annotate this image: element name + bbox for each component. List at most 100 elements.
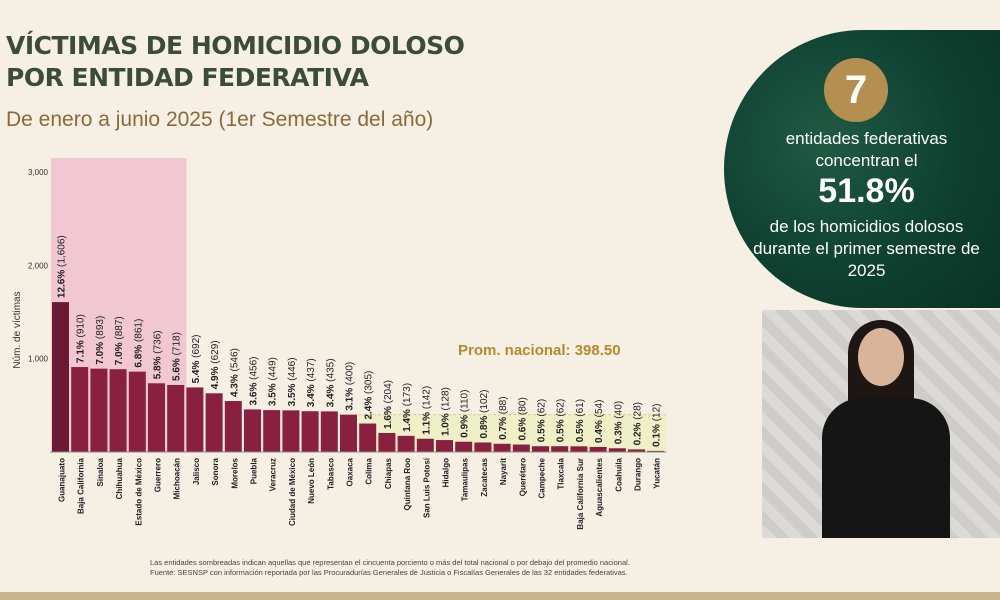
bar-value-label: 0.6% (80) (517, 397, 528, 440)
x-tick-label: Sonora (211, 457, 220, 485)
x-tick-label: Tlaxcala (557, 457, 566, 489)
bar-value-label: 0.3% (40) (613, 401, 624, 444)
bar (647, 450, 665, 452)
bar-value-label: 12.6% (1,606) (57, 235, 68, 298)
summary-count-badge: 7 (824, 58, 888, 122)
bar (512, 444, 530, 452)
y-tick-label: 1,000 (28, 355, 49, 364)
x-tick-label: Chihuahua (115, 457, 124, 499)
bar-value-label: 1.1% (142) (421, 386, 432, 435)
bottom-decorative-strip (0, 592, 1000, 600)
x-tick-label: Guerrero (154, 458, 163, 492)
bar (52, 302, 69, 452)
bar (551, 446, 569, 452)
bar-value-label: 4.9% (629) (210, 340, 221, 389)
x-tick-label: Nuevo León (307, 458, 316, 504)
x-tick-label: Oaxaca (346, 457, 355, 486)
bar (205, 393, 223, 452)
x-tick-label: Yucatán (653, 458, 662, 489)
bar-value-label: 0.2% (28) (633, 402, 644, 445)
x-tick-label: Quintana Roo (403, 458, 412, 511)
x-tick-label: Morelos (230, 457, 239, 488)
footnote-shading: Las entidades sombreadas indican aquella… (150, 558, 630, 567)
bar-value-label: 5.6% (718) (172, 332, 183, 381)
bar-value-label: 6.8% (861) (133, 319, 144, 368)
bar-value-label: 0.8% (102) (479, 390, 490, 439)
bar (397, 435, 415, 452)
x-tick-label: Aguascalientes (595, 457, 604, 516)
chart-title-line-1: VÍCTIMAS DE HOMICIDIO DOLOSO (6, 31, 465, 60)
bar-value-label: 3.6% (456) (249, 357, 260, 406)
x-tick-label: Michoacán (173, 458, 182, 499)
interpreter-body (822, 398, 950, 538)
bar-value-label: 1.0% (128) (441, 387, 452, 436)
bar (71, 367, 89, 452)
bar (340, 414, 357, 452)
bar-value-label: 7.0% (893) (95, 316, 106, 365)
x-tick-label: Tabasco (326, 458, 335, 490)
bar (282, 410, 300, 452)
y-tick-label: 2,000 (28, 261, 49, 270)
bar-value-label: 3.5% (449) (268, 357, 279, 406)
bar (532, 446, 549, 452)
bar (570, 446, 588, 452)
bar-value-label: 7.0% (887) (114, 316, 125, 365)
bar (263, 410, 281, 452)
x-tick-label: Guanajuato (58, 458, 67, 502)
footnote-source: Fuente: SESNSP con información reportada… (150, 568, 628, 577)
x-tick-label: Chiapas (384, 457, 393, 489)
bar (436, 440, 453, 452)
bar (416, 438, 434, 452)
bar (320, 411, 338, 452)
bar-value-label: 3.4% (437) (306, 358, 317, 407)
bar-value-label: 0.4% (54) (594, 400, 605, 443)
x-tick-label: Puebla (250, 457, 259, 484)
x-tick-label: Sinaloa (96, 457, 105, 486)
bar (167, 384, 185, 452)
bar-value-label: 5.4% (692) (191, 334, 202, 383)
interpreter-head (858, 328, 904, 386)
x-tick-label: Veracruz (269, 458, 278, 491)
bar (244, 409, 261, 452)
bar-value-label: 0.5% (62) (537, 399, 548, 442)
summary-percentage: 51.8% (818, 172, 915, 210)
footnote: Las entidades sombreadas indican aquella… (150, 558, 710, 578)
bar-value-label: 3.5% (446) (287, 357, 298, 406)
sign-language-interpreter-video (762, 310, 1000, 538)
bar (455, 441, 473, 452)
bar-value-label: 2.4% (305) (364, 371, 375, 420)
bar (628, 449, 645, 452)
bar (109, 369, 127, 452)
bar-value-label: 5.8% (736) (153, 330, 164, 379)
bar (90, 368, 108, 452)
x-tick-label: Jalisco (192, 458, 201, 485)
x-tick-label: Zacatecas (480, 457, 489, 496)
summary-card: 7 entidades federativas concentran el 51… (724, 30, 1000, 308)
x-tick-label: Durango (634, 458, 643, 491)
bar-value-label: 3.1% (400) (345, 362, 356, 411)
bar (378, 432, 396, 452)
x-tick-label: Baja California Sur (576, 458, 585, 530)
bar (359, 423, 377, 452)
x-tick-label: Querétaro (518, 458, 527, 496)
bar (186, 387, 204, 452)
x-tick-label: Tamaulipas (461, 457, 470, 501)
x-tick-label: Nayarit (499, 458, 508, 485)
bar (589, 446, 607, 452)
bar-value-label: 0.7% (88) (498, 396, 509, 439)
x-tick-label: Ciudad de México (288, 458, 297, 526)
bar-value-label: 1.6% (204) (383, 380, 394, 429)
bar-value-label: 4.3% (546) (229, 348, 240, 397)
bar-value-label: 1.4% (173) (402, 383, 413, 432)
bar (224, 401, 242, 452)
bar-value-label: 0.5% (62) (556, 399, 567, 442)
y-tick-label: 3,000 (28, 168, 49, 177)
bar-value-label: 0.5% (61) (575, 399, 586, 442)
x-tick-label: Hidalgo (442, 458, 451, 487)
summary-text-top: entidades federativas concentran el (785, 129, 948, 170)
chart-title-line-2: POR ENTIDAD FEDERATIVA (6, 63, 369, 92)
bar (474, 442, 492, 452)
bar (608, 448, 626, 452)
chart-subtitle: De enero a junio 2025 (1er Semestre del … (6, 108, 434, 131)
summary-text-bottom: de los homicidios dolosos durante el pri… (753, 217, 980, 280)
